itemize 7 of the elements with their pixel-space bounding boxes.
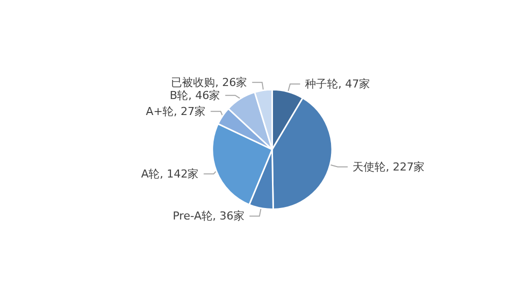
slice-label: B轮, 46家	[170, 88, 220, 102]
slice-label: A轮, 142家	[141, 167, 199, 180]
slice-label: 种子轮, 47家	[305, 78, 370, 91]
slice-label: A+轮, 27家	[146, 104, 206, 118]
slice-label: 已被收购, 26家	[171, 76, 248, 89]
slice-label: 天使轮, 227家	[352, 160, 425, 174]
slice-label: Pre-A轮, 36家	[172, 210, 244, 223]
